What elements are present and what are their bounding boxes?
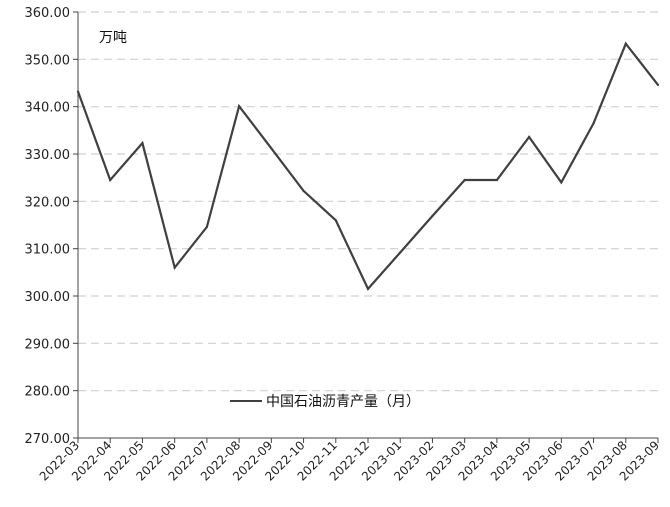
data-point xyxy=(76,90,80,93)
axes xyxy=(73,11,659,443)
data-point xyxy=(431,214,434,218)
y-tick-label: 360.00 xyxy=(25,6,71,21)
data-point xyxy=(205,225,208,228)
data-point xyxy=(399,251,402,254)
data-point xyxy=(463,178,466,182)
y-tick-label: 340.00 xyxy=(25,101,71,116)
data-point xyxy=(302,189,305,193)
data-point xyxy=(656,83,660,86)
data-point xyxy=(238,105,241,108)
y-tick-label: 330.00 xyxy=(25,148,71,163)
data-point xyxy=(141,142,144,145)
data-point xyxy=(366,287,370,290)
data-point xyxy=(109,178,112,182)
data-point xyxy=(592,122,595,125)
y-tick-label: 350.00 xyxy=(25,53,71,68)
data-point xyxy=(173,266,176,269)
y-tick-labels: 270.00 280.00 290.00 300.00 310.00 320.00 330.… xyxy=(25,6,71,447)
y-tick-label: 280.00 xyxy=(25,385,71,400)
data-point xyxy=(334,219,337,222)
y-tick-label: 300.00 xyxy=(25,290,71,305)
series-layer xyxy=(76,41,660,291)
data-point xyxy=(495,178,498,182)
data-point xyxy=(528,135,531,139)
unit-label: 万吨 xyxy=(99,30,127,46)
data-point xyxy=(624,42,627,45)
data-point xyxy=(270,147,273,150)
gridlines xyxy=(78,11,658,392)
legend-label: 中国石油沥青产量（月） xyxy=(266,394,420,410)
y-tick-label: 310.00 xyxy=(25,243,71,258)
y-tick-label: 270.00 xyxy=(25,432,71,447)
series-line xyxy=(76,41,659,291)
legend: 中国石油沥青产量（月） xyxy=(230,394,420,410)
data-point xyxy=(560,181,563,184)
y-tick-label: 320.00 xyxy=(25,195,71,210)
y-tick-label: 290.00 xyxy=(25,337,71,352)
x-tick-labels: 2022-032022-042022-052022-062022-072022-… xyxy=(37,438,662,483)
